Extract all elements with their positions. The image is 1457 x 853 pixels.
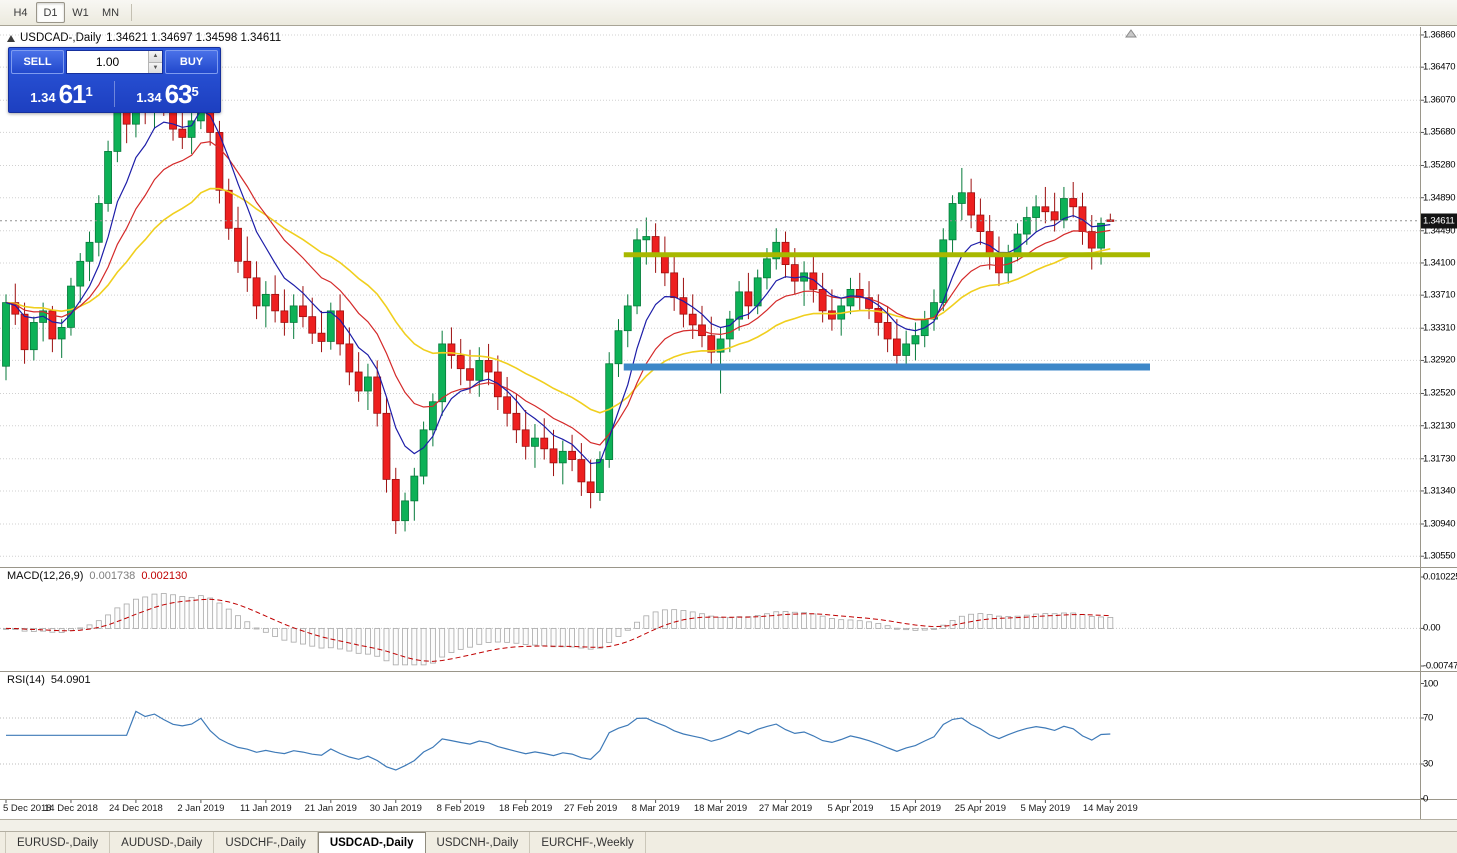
- date-axis-label: 24 Dec 2018: [108, 803, 163, 814]
- chart-canvas[interactable]: [0, 27, 1457, 819]
- chart-tab-audusd-daily[interactable]: AUDUSD-,Daily: [110, 832, 215, 853]
- buy-price-prefix: 1.34: [136, 90, 162, 105]
- date-axis-label: 8 Mar 2019: [631, 803, 680, 814]
- rsi-value: 54.0901: [50, 674, 91, 686]
- chart-symbol-period: USDCAD-,Daily: [20, 32, 102, 44]
- date-axis-label: 5 May 2019: [1020, 803, 1071, 814]
- price-axis-label: 1.36860: [1423, 29, 1456, 41]
- date-axis-label: 14 Dec 2018: [44, 803, 98, 814]
- price-axis-label: 1.34490: [1423, 225, 1456, 237]
- price-axis-label: 1.32130: [1423, 420, 1456, 432]
- buy-price[interactable]: 1.34 63 5: [115, 81, 220, 107]
- date-axis-label: 18 Mar 2019: [693, 803, 748, 814]
- chart-tab-eurchf-weekly[interactable]: EURCHF-,Weekly: [530, 832, 646, 853]
- rsi-line: [6, 710, 1111, 771]
- chart-tab-usdchf-daily[interactable]: USDCHF-,Daily: [214, 832, 318, 853]
- price-axis-label: 1.34890: [1423, 192, 1456, 204]
- rsi-label: RSI(14) 54.0901: [7, 674, 91, 686]
- price-axis-label: 1.33310: [1423, 322, 1456, 334]
- rsi-axis-label: 30: [1423, 758, 1433, 770]
- chart-window: USDCAD-,Daily 1.34621 1.34697 1.34598 1.…: [0, 27, 1457, 819]
- date-axis-label: 11 Jan 2019: [240, 803, 292, 814]
- price-axis-label: 1.35280: [1423, 159, 1456, 171]
- macd-signal-line: [5, 598, 1111, 662]
- timeframe-mn[interactable]: MN: [101, 6, 120, 19]
- date-axis-label: 5 Dec 2018: [3, 803, 52, 814]
- chart-title: USDCAD-,Daily 1.34621 1.34697 1.34598 1.…: [7, 32, 281, 44]
- candles-layer: [2, 53, 1115, 534]
- timeframe-w1[interactable]: W1: [72, 6, 89, 19]
- rsi-axis-label: 0: [1423, 793, 1428, 804]
- buy-price-pips: 63: [164, 79, 193, 109]
- date-axis-label: 5 Apr 2019: [827, 803, 874, 814]
- date-axis-label: 15 Apr 2019: [889, 803, 942, 814]
- chart-ohlc-values: 1.34621 1.34697 1.34598 1.34611: [106, 32, 282, 44]
- macd-axis-label: -0.00747: [1423, 660, 1457, 672]
- one-click-trading-panel: SELL ▲ ▼ BUY 1.34 61 1 1.34 63 5: [8, 47, 221, 113]
- macd-axis-label: 0.010225: [1423, 571, 1457, 583]
- rsi-axis-label: 100: [1423, 678, 1438, 689]
- chart-tab-usdcnh-daily[interactable]: USDCNH-,Daily: [426, 832, 531, 853]
- price-axis-label: 1.31730: [1423, 453, 1456, 465]
- toolbar-separator: [131, 4, 132, 21]
- sell-button[interactable]: SELL: [11, 50, 64, 74]
- volume-input[interactable]: [67, 51, 148, 73]
- date-axis-label: 25 Apr 2019: [954, 803, 1007, 814]
- price-axis-label: 1.36470: [1423, 61, 1456, 73]
- macd-name: MACD(12,26,9): [7, 570, 84, 582]
- buy-price-fraction: 5: [191, 84, 199, 99]
- price-divider: [114, 81, 115, 107]
- price-axis-label: 1.30940: [1423, 518, 1456, 530]
- rsi-name: RSI(14): [7, 674, 45, 686]
- volume-spinner: ▲ ▼: [148, 51, 162, 73]
- price-axis-label: 1.34100: [1423, 257, 1456, 269]
- price-axis-label: 1.32920: [1423, 354, 1456, 366]
- chart-tab-usdcad-daily[interactable]: USDCAD-,Daily: [317, 832, 426, 853]
- ma-fast-line: [5, 109, 1111, 465]
- price-axis-label: 1.32520: [1423, 387, 1456, 399]
- last-price-label: 1.34611: [1421, 213, 1457, 229]
- sell-price-prefix: 1.34: [30, 90, 56, 105]
- date-axis-label: 18 Feb 2019: [498, 803, 553, 814]
- date-axis-label: 27 Feb 2019: [563, 803, 618, 814]
- price-axis-label: 1.30550: [1423, 550, 1456, 562]
- date-axis-label: 8 Feb 2019: [436, 803, 485, 814]
- date-axis-label: 27 Mar 2019: [758, 803, 813, 814]
- date-axis-label: 14 May 2019: [1082, 803, 1138, 814]
- buy-button[interactable]: BUY: [165, 50, 218, 74]
- timeframe-buttons: H4 D1 W1 MN: [6, 2, 126, 23]
- date-axis-label: 30 Jan 2019: [369, 803, 422, 814]
- sell-price-fraction: 1: [85, 84, 93, 99]
- grid-layer: [0, 34, 1424, 803]
- price-axis-label: 1.36070: [1423, 94, 1456, 106]
- rsi-axis-label: 70: [1423, 712, 1433, 724]
- price-axis-label: 1.33710: [1423, 289, 1456, 301]
- date-axis-label: 2 Jan 2019: [177, 803, 225, 814]
- volume-control: ▲ ▼: [66, 50, 163, 74]
- timeframe-d1[interactable]: D1: [36, 2, 65, 23]
- shift-marker: [1125, 29, 1137, 38]
- price-axis-label: 1.35680: [1423, 126, 1456, 138]
- volume-up-button[interactable]: ▲: [149, 51, 162, 62]
- price-axis-label: 1.31340: [1423, 485, 1456, 497]
- time-axis[interactable]: 5 Dec 2018 14 Dec 2018 24 Dec 2018 2 Jan 20…: [0, 799, 1421, 819]
- ma-mid-line: [5, 140, 1111, 446]
- macd-histogram: [3, 593, 1114, 666]
- volume-down-button[interactable]: ▼: [149, 61, 162, 73]
- date-axis-label: 21 Jan 2019: [304, 803, 357, 814]
- chart-tabs-bar: EURUSD-,Daily AUDUSD-,Daily USDCHF-,Daily U…: [0, 831, 1457, 853]
- macd-main-value: 0.001738: [89, 570, 136, 582]
- horizontal-scroll-strip[interactable]: [0, 819, 1457, 831]
- price-up-arrow-icon: [7, 34, 15, 42]
- macd-label: MACD(12,26,9) 0.001738 0.002130: [7, 570, 187, 582]
- sell-price-pips: 61: [58, 79, 87, 109]
- timeframe-toolbar: H4 D1 W1 MN: [0, 0, 1457, 26]
- sell-price[interactable]: 1.34 61 1: [9, 81, 114, 107]
- timeframe-h4[interactable]: H4: [13, 6, 28, 19]
- price-axis[interactable]: 1.36860 1.36470 1.36070 1.35680 1.35280 1.348…: [1421, 27, 1457, 819]
- macd-axis-label: 0.00: [1423, 622, 1441, 634]
- macd-signal-value: 0.002130: [141, 570, 188, 582]
- chart-tab-eurusd-daily[interactable]: EURUSD-,Daily: [5, 832, 111, 853]
